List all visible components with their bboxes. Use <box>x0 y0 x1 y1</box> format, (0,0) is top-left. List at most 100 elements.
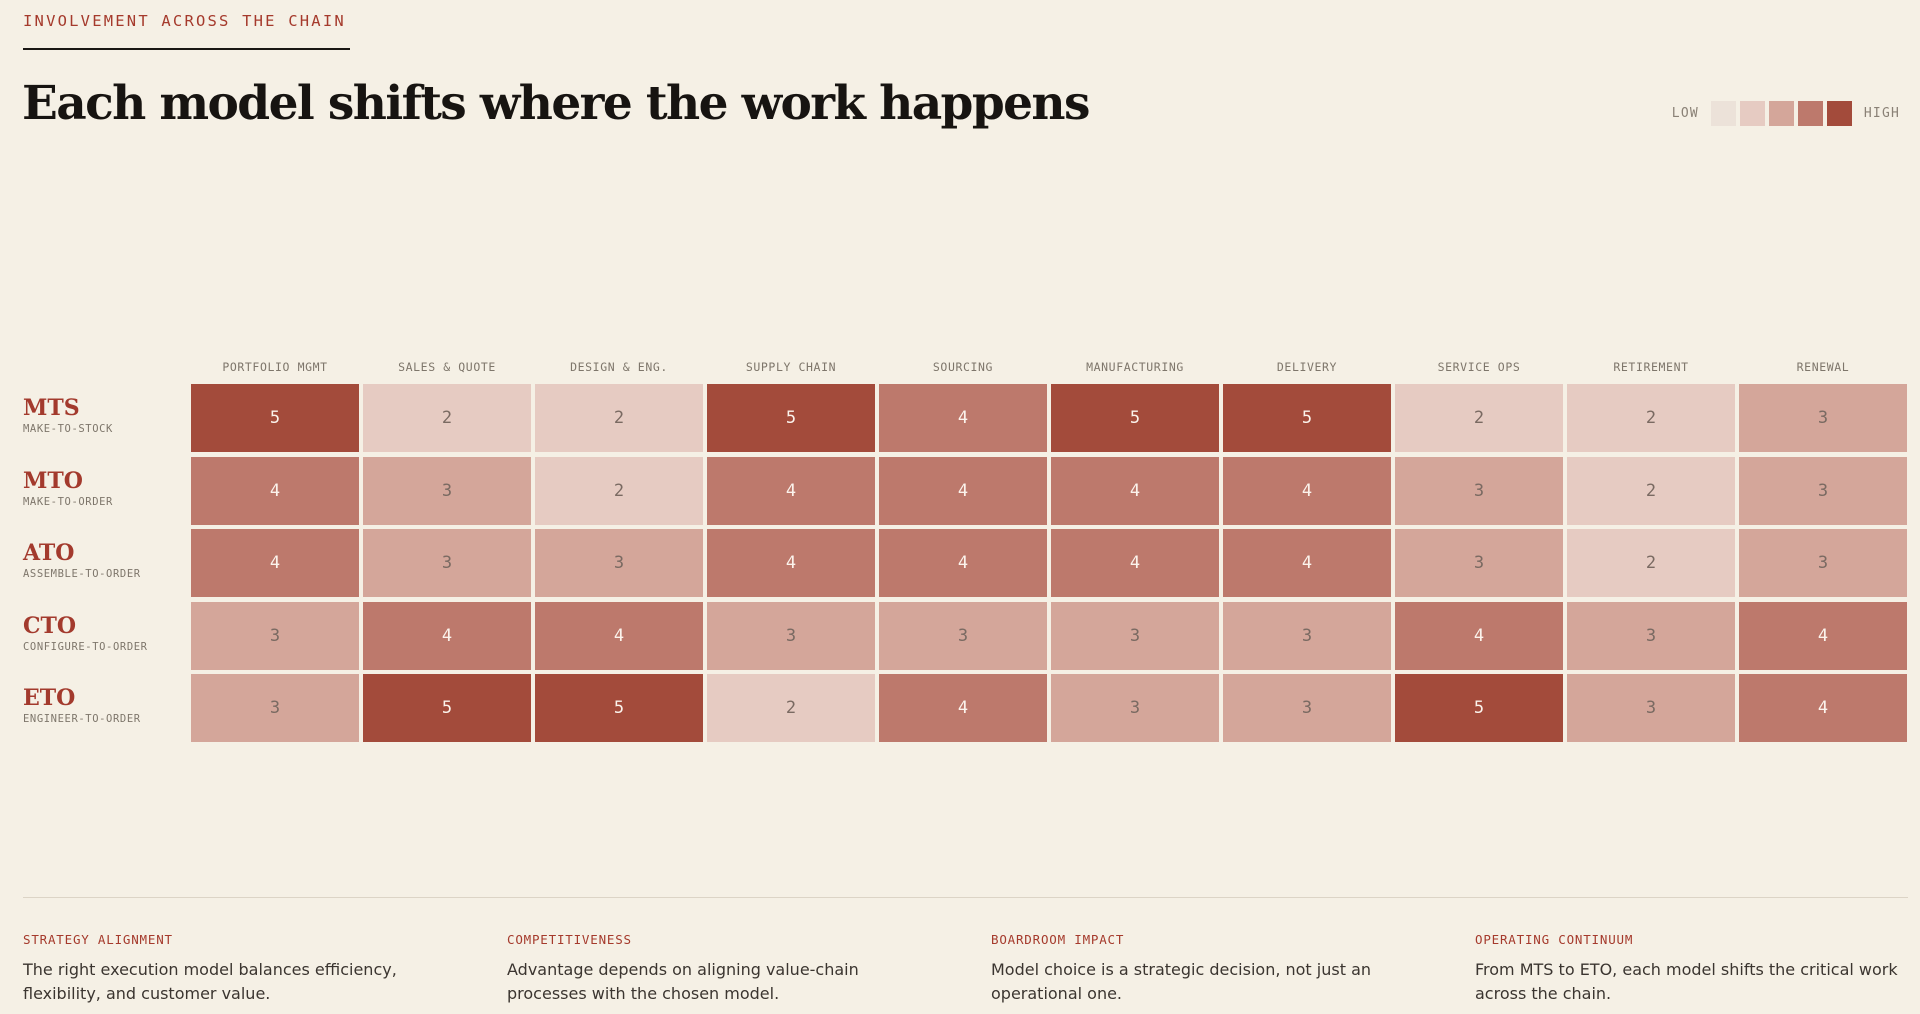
heatmap-cell: 3 <box>191 674 359 742</box>
heatmap-cell: 4 <box>535 601 703 670</box>
heatmap-cell: 4 <box>879 456 1047 525</box>
heatmap-cell: 4 <box>1223 456 1391 525</box>
footer-body: Model choice is a strategic decision, no… <box>991 960 1372 1003</box>
heatmap-cell: 4 <box>707 529 875 597</box>
row-label-mts: MTS MAKE-TO-STOCK <box>23 395 183 435</box>
row-label-eto: ETO ENGINEER-TO-ORDER <box>23 685 183 725</box>
column-header: SUPPLY CHAIN <box>745 360 837 374</box>
heatmap-cell: 2 <box>535 384 703 452</box>
column-header: DELIVERY <box>1276 360 1338 374</box>
heatmap-cell: 4 <box>879 674 1047 742</box>
footer-insight: BOARDROOM IMPACT Model choice is a strate… <box>991 932 1421 1006</box>
heatmap-cell: 2 <box>363 384 531 452</box>
heatmap-cell: 5 <box>1051 384 1219 452</box>
heatmap: PORTFOLIO MGMT SALES & QUOTE DESIGN & ENG.… <box>23 360 1907 742</box>
heatmap-cell: 2 <box>1395 384 1563 452</box>
legend-high-label: HIGH <box>1863 106 1900 121</box>
footer-heading: BOARDROOM IMPACT <box>991 932 1125 947</box>
heatmap-cell: 5 <box>363 674 531 742</box>
legend-low-label: LOW <box>1671 106 1699 121</box>
heatmap-cell: 3 <box>1567 601 1735 670</box>
heatmap-cell: 4 <box>879 529 1047 597</box>
legend: LOW HIGH <box>1672 101 1900 126</box>
heatmap-cell: 5 <box>1223 384 1391 452</box>
column-header: PORTFOLIO MGMT <box>222 360 328 374</box>
heatmap-cell: 3 <box>191 601 359 670</box>
column-header: RETIREMENT <box>1613 360 1689 374</box>
row-code: MTS <box>23 395 80 421</box>
row-code: ATO <box>23 540 75 566</box>
heatmap-cell: 5 <box>535 674 703 742</box>
row-code: CTO <box>23 612 77 639</box>
footer-insight: STRATEGY ALIGNMENT The right execution mo… <box>23 932 453 1006</box>
row-name: CONFIGURE-TO-ORDER <box>23 640 148 653</box>
heatmap-cell: 3 <box>879 601 1047 670</box>
row-name: ASSEMBLE-TO-ORDER <box>23 568 141 580</box>
footer-body: From MTS to ETO, each model shifts the c… <box>1475 960 1898 1003</box>
heatmap-cell: 4 <box>1739 601 1907 670</box>
legend-swatch-2 <box>1739 101 1765 126</box>
footer-heading: STRATEGY ALIGNMENT <box>23 932 173 947</box>
footer-insight: COMPETITIVENESS Advantage depends on alig… <box>507 932 937 1006</box>
heatmap-cell: 3 <box>1739 384 1907 452</box>
row-code: ETO <box>23 685 76 711</box>
heatmap-cell: 2 <box>1567 529 1735 597</box>
heatmap-cell: 4 <box>879 384 1047 452</box>
legend-swatches <box>1710 101 1852 126</box>
row-name: MAKE-TO-ORDER <box>23 495 113 508</box>
eyebrow-underline <box>23 48 350 50</box>
heatmap-cell: 2 <box>535 456 703 525</box>
heatmap-cell: 2 <box>707 674 875 742</box>
heatmap-cell: 5 <box>1395 674 1563 742</box>
column-header: SOURCING <box>932 360 994 374</box>
column-header: MANUFACTURING <box>1086 360 1184 374</box>
row-name: ENGINEER-TO-ORDER <box>23 713 141 725</box>
heatmap-cell: 4 <box>1051 456 1219 525</box>
heatmap-cell: 2 <box>1567 384 1735 452</box>
row-label-ato: ATO ASSEMBLE-TO-ORDER <box>23 540 183 580</box>
legend-swatch-3 <box>1768 101 1794 126</box>
footer-heading: OPERATING CONTINUUM <box>1475 932 1634 947</box>
column-header: SERVICE OPS <box>1437 360 1521 374</box>
heatmap-cell: 3 <box>1223 674 1391 742</box>
column-header: DESIGN & ENG. <box>570 360 668 374</box>
heatmap-cell: 3 <box>363 529 531 597</box>
row-code: MTO <box>23 467 83 494</box>
legend-swatch-1 <box>1710 101 1736 126</box>
heatmap-cell: 3 <box>1223 601 1391 670</box>
column-header: RENEWAL <box>1796 360 1850 374</box>
row-name: MAKE-TO-STOCK <box>23 423 113 435</box>
heatmap-cell: 3 <box>1739 456 1907 525</box>
footer-divider <box>23 897 1908 898</box>
row-label-mto: MTO MAKE-TO-ORDER <box>23 468 183 508</box>
heatmap-cell: 3 <box>707 601 875 670</box>
column-header: SALES & QUOTE <box>398 360 496 374</box>
heatmap-cell: 4 <box>707 456 875 525</box>
legend-swatch-4 <box>1797 101 1823 126</box>
footer-heading: COMPETITIVENESS <box>507 932 632 947</box>
heatmap-cell: 5 <box>707 384 875 452</box>
heatmap-cell: 4 <box>1739 674 1907 742</box>
heatmap-cell: 4 <box>191 456 359 525</box>
heatmap-cell: 4 <box>1051 529 1219 597</box>
heatmap-cell: 4 <box>1223 529 1391 597</box>
footer-body: The right execution model balances effic… <box>23 960 397 1003</box>
row-label-cto: CTO CONFIGURE-TO-ORDER <box>23 613 183 653</box>
heatmap-cell: 3 <box>1051 674 1219 742</box>
heatmap-cell: 4 <box>1395 601 1563 670</box>
heatmap-cell: 3 <box>1567 674 1735 742</box>
heatmap-cell: 3 <box>1395 456 1563 525</box>
heatmap-cell: 2 <box>1567 456 1735 525</box>
heatmap-cell: 3 <box>1051 601 1219 670</box>
heatmap-cell: 3 <box>1395 529 1563 597</box>
heatmap-cell: 5 <box>191 384 359 452</box>
heatmap-cell: 3 <box>1739 529 1907 597</box>
heatmap-cell: 3 <box>363 456 531 525</box>
footer-body: Advantage depends on aligning value-chai… <box>507 960 859 1003</box>
page-title: Each model shifts where the work happens <box>22 76 1090 131</box>
heatmap-cell: 4 <box>363 601 531 670</box>
legend-swatch-5 <box>1826 101 1852 126</box>
footer-insight: OPERATING CONTINUUM From MTS to ETO, each… <box>1475 932 1905 1006</box>
heatmap-cell: 4 <box>191 529 359 597</box>
heatmap-cell: 3 <box>535 529 703 597</box>
